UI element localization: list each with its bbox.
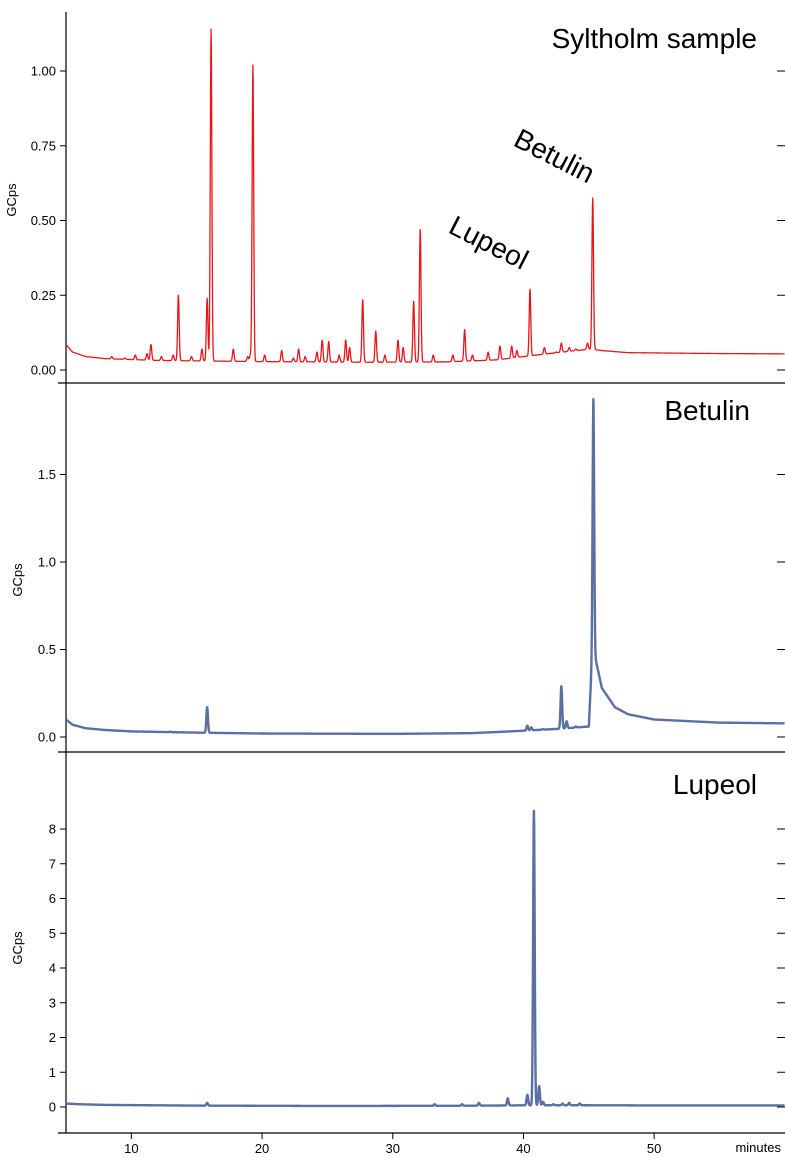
chart-panel-2: 0.0 0.5 1.0 1.5 GCps Betulin <box>10 383 785 753</box>
y-axis-label: GCps <box>10 931 25 965</box>
y-tick-label: 8 <box>49 822 56 837</box>
y-tick-label: 6 <box>49 891 56 906</box>
y-tick-label: 2 <box>49 1030 56 1045</box>
x-tick-label: 20 <box>255 1141 269 1156</box>
x-axis-label: minutes <box>735 1140 781 1155</box>
y-tick-label: 3 <box>49 995 56 1010</box>
chromatogram-trace <box>66 809 785 1108</box>
y-tick-label: 7 <box>49 856 56 871</box>
y-tick-label: 0 <box>49 1100 56 1115</box>
chart-panel-1: 0.00 0.25 0.50 0.75 1.00 GCps Syltholm sample B… <box>4 12 785 384</box>
chromatogram-trace <box>66 28 785 363</box>
x-tick-label: 30 <box>386 1141 400 1156</box>
y-tick-label: 4 <box>49 961 56 976</box>
panel-title: Syltholm sample <box>552 23 757 54</box>
panel-title: Lupeol <box>673 769 757 800</box>
y-tick-label: 0.50 <box>31 213 56 228</box>
y-tick-label: 1.00 <box>31 64 56 79</box>
y-tick-label: 0.5 <box>38 642 56 657</box>
y-axis-label: GCps <box>10 563 25 597</box>
chart-panel-3: 0 1 2 3 4 5 6 7 8 GCps Lupeol 10 20 30 40 50 minutes <box>10 752 785 1156</box>
y-axis-label: GCps <box>4 183 19 217</box>
x-tick-label: 40 <box>516 1141 530 1156</box>
peak-annotation: Lupeol <box>444 210 533 276</box>
y-tick-label: 1 <box>49 1065 56 1080</box>
y-tick-label: 0.25 <box>31 288 56 303</box>
y-tick-label: 1.5 <box>38 467 56 482</box>
panel-title: Betulin <box>664 395 750 426</box>
x-tick-label: 10 <box>124 1141 138 1156</box>
y-tick-label: 0.0 <box>38 730 56 745</box>
y-tick-label: 1.0 <box>38 555 56 570</box>
peak-annotation: Betulin <box>509 123 599 189</box>
y-tick-label: 0.00 <box>31 363 56 378</box>
chromatogram-trace <box>66 398 785 736</box>
y-tick-label: 0.75 <box>31 138 56 153</box>
x-tick-label: 50 <box>647 1141 661 1156</box>
y-tick-label: 5 <box>49 926 56 941</box>
